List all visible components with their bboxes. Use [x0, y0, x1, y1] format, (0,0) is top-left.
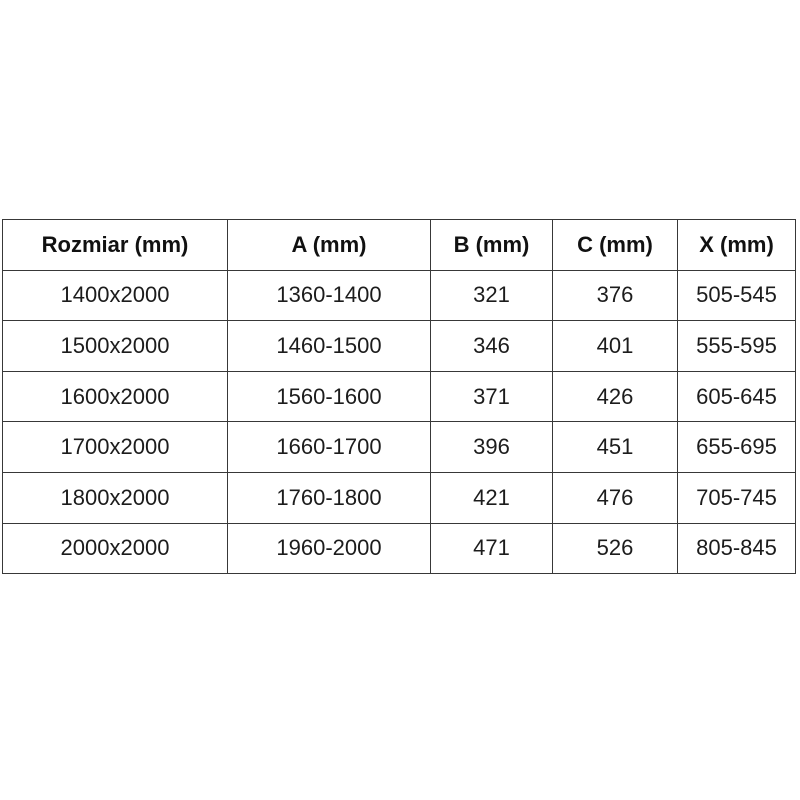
cell-x: 505-545 [677, 269, 796, 322]
cell-a: 1960-2000 [227, 522, 431, 575]
header-c: C (mm) [552, 219, 678, 271]
table-row: 1600x2000 1560-1600 371 426 605-645 [2, 370, 796, 423]
table-row: 2000x2000 1960-2000 471 526 805-845 [2, 522, 796, 575]
cell-rozmiar: 1800x2000 [2, 471, 228, 524]
table-row: 1500x2000 1460-1500 346 401 555-595 [2, 320, 796, 372]
table-header-row: Rozmiar (mm) A (mm) B (mm) C (mm) X (mm) [2, 219, 796, 271]
cell-x: 655-695 [677, 421, 796, 473]
cell-x: 705-745 [677, 471, 796, 524]
cell-c: 451 [552, 421, 678, 473]
cell-x: 555-595 [677, 320, 796, 372]
cell-rozmiar: 1600x2000 [2, 370, 228, 423]
cell-b: 421 [430, 471, 553, 524]
cell-a: 1360-1400 [227, 269, 431, 322]
cell-b: 321 [430, 269, 553, 322]
cell-c: 526 [552, 522, 678, 575]
table-row: 1400x2000 1360-1400 321 376 505-545 [2, 269, 796, 322]
table-row: 1700x2000 1660-1700 396 451 655-695 [2, 421, 796, 473]
cell-b: 346 [430, 320, 553, 372]
cell-a: 1460-1500 [227, 320, 431, 372]
cell-rozmiar: 1700x2000 [2, 421, 228, 473]
dimension-spec-table: Rozmiar (mm) A (mm) B (mm) C (mm) X (mm)… [2, 219, 796, 575]
header-b: B (mm) [430, 219, 553, 271]
cell-b: 471 [430, 522, 553, 575]
cell-c: 476 [552, 471, 678, 524]
cell-rozmiar: 1500x2000 [2, 320, 228, 372]
cell-a: 1560-1600 [227, 370, 431, 423]
cell-a: 1660-1700 [227, 421, 431, 473]
cell-b: 371 [430, 370, 553, 423]
header-x: X (mm) [677, 219, 796, 271]
header-rozmiar: Rozmiar (mm) [2, 219, 228, 271]
cell-x: 805-845 [677, 522, 796, 575]
header-a: A (mm) [227, 219, 431, 271]
cell-rozmiar: 1400x2000 [2, 269, 228, 322]
table-body: 1400x2000 1360-1400 321 376 505-545 1500… [2, 269, 796, 575]
cell-c: 426 [552, 370, 678, 423]
table-row: 1800x2000 1760-1800 421 476 705-745 [2, 471, 796, 524]
cell-b: 396 [430, 421, 553, 473]
cell-c: 376 [552, 269, 678, 322]
cell-a: 1760-1800 [227, 471, 431, 524]
cell-x: 605-645 [677, 370, 796, 423]
dimension-table-container: Rozmiar (mm) A (mm) B (mm) C (mm) X (mm)… [2, 219, 796, 575]
cell-rozmiar: 2000x2000 [2, 522, 228, 575]
cell-c: 401 [552, 320, 678, 372]
